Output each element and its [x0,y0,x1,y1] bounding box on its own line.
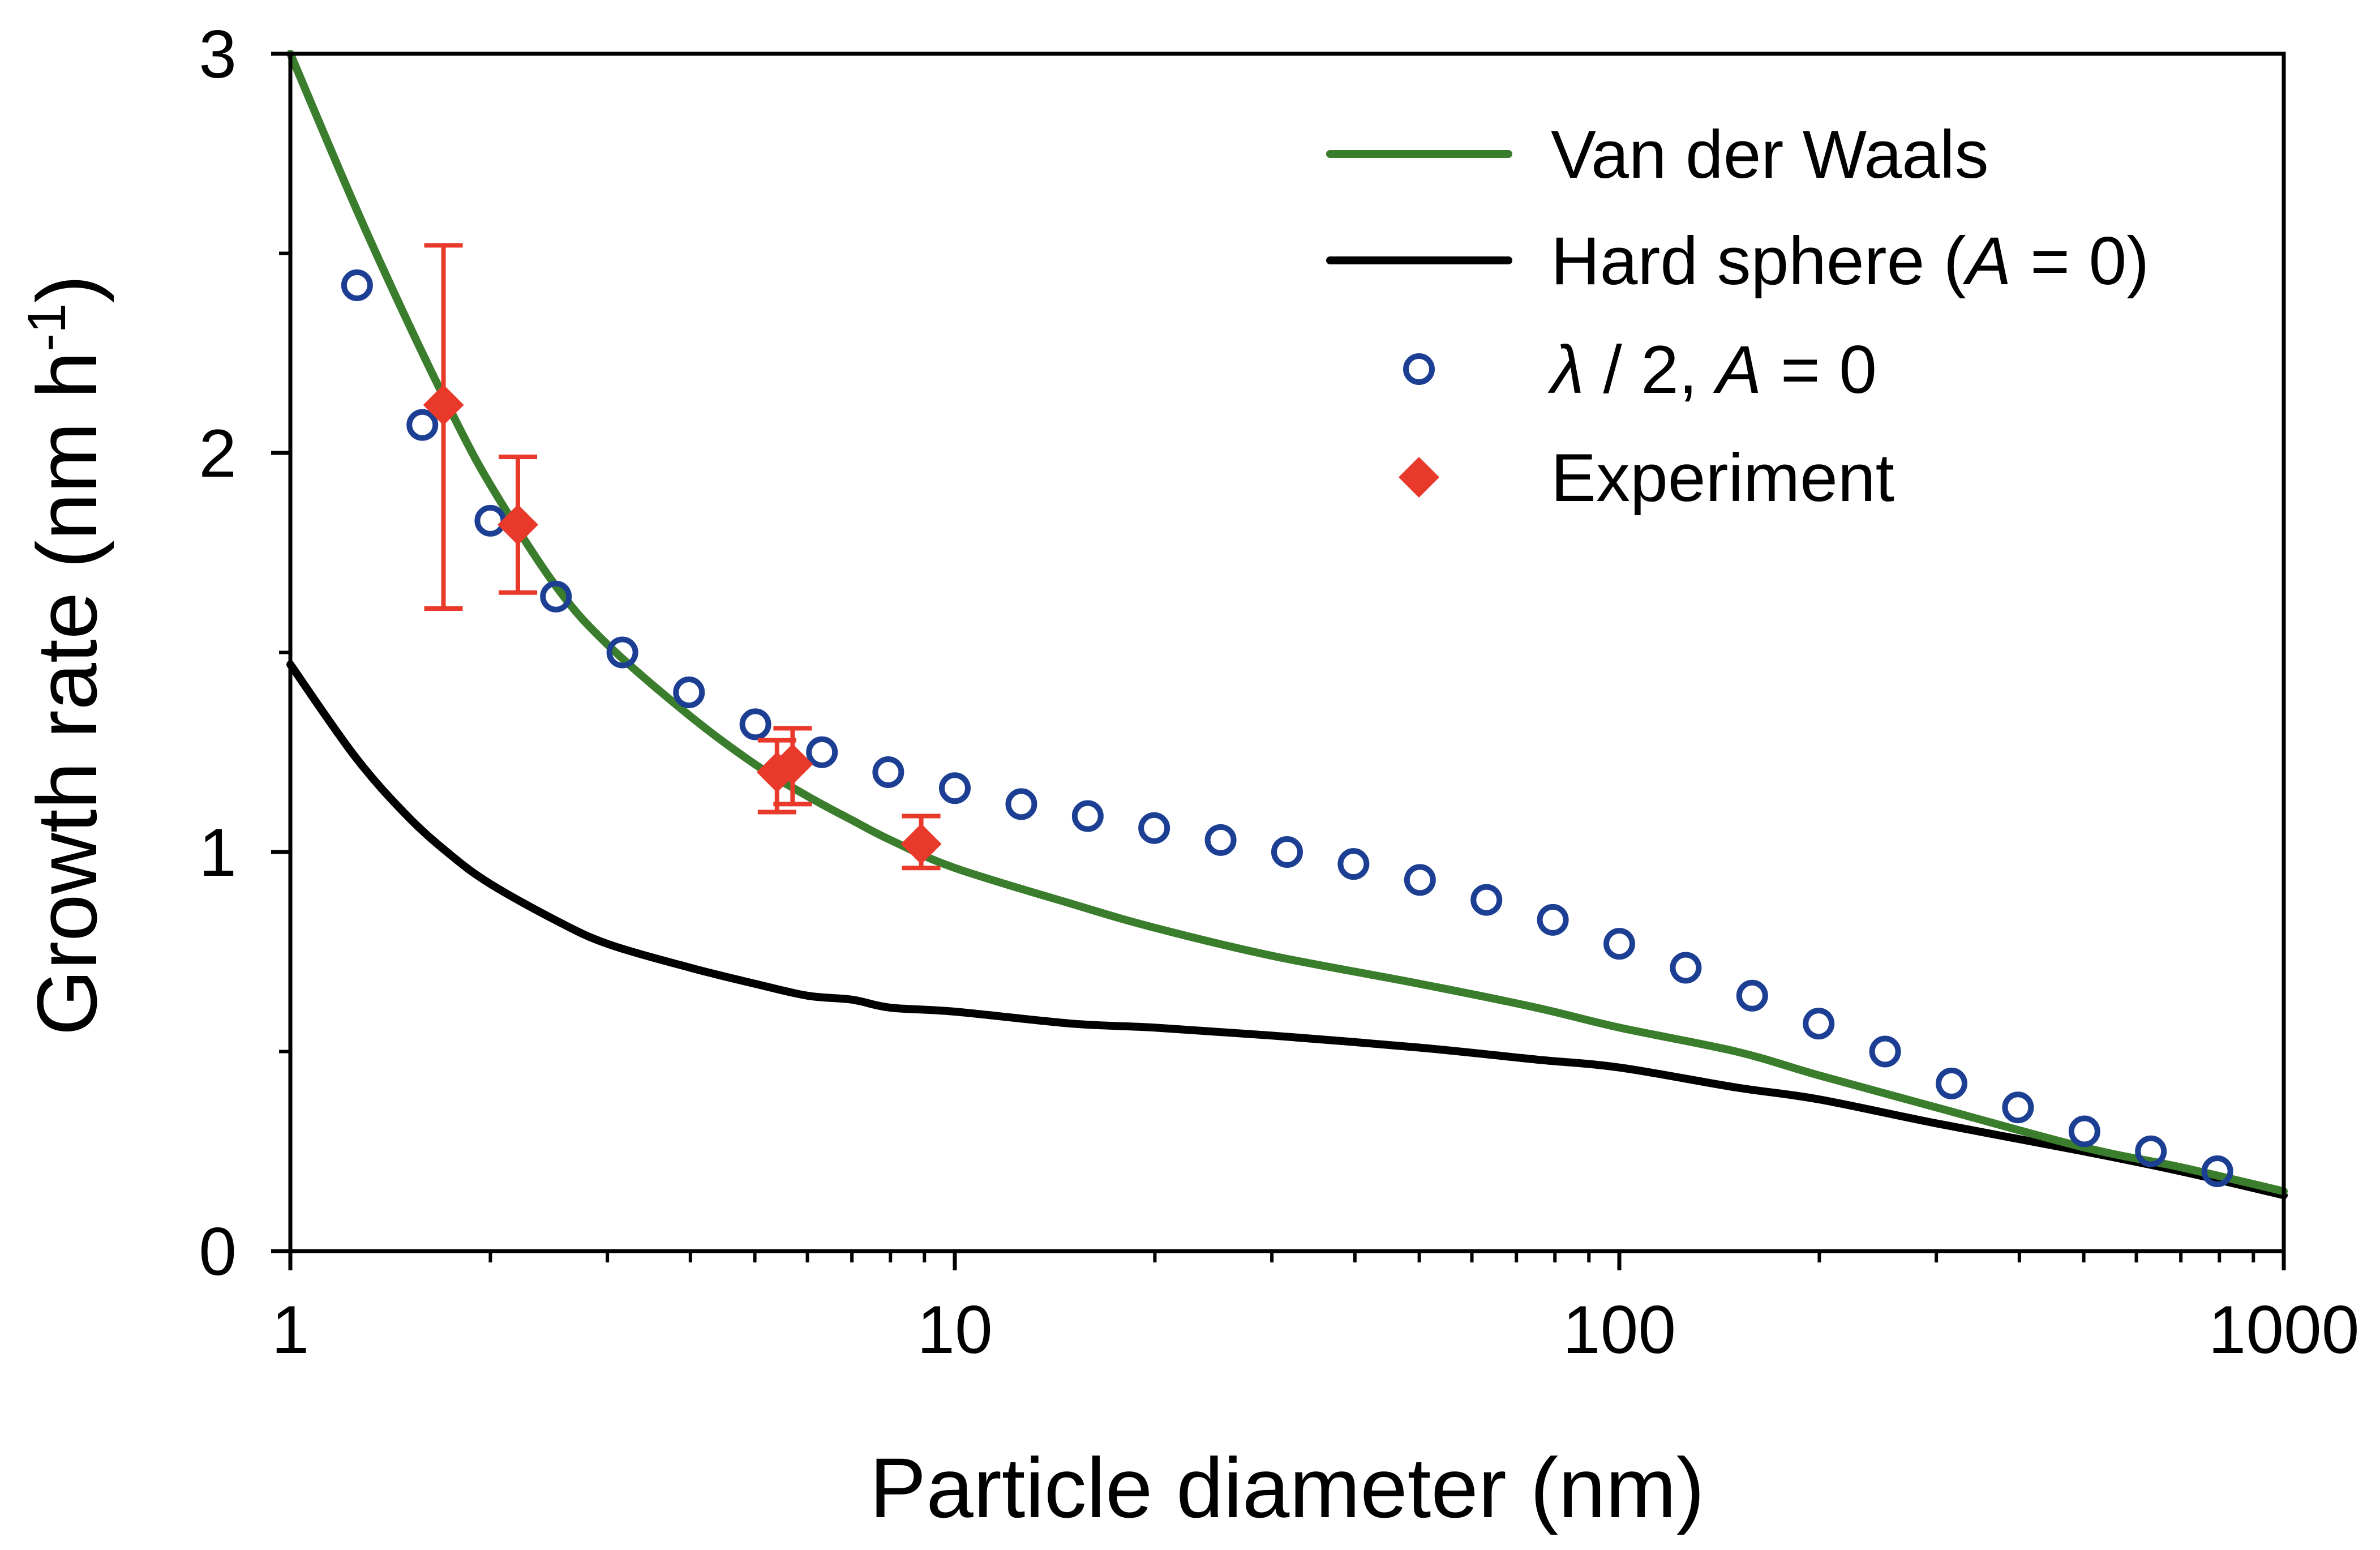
data-point-circle [540,580,572,613]
data-point-circle [1204,824,1237,856]
data-point-circle [341,269,373,301]
data-point-circle [939,772,971,804]
data-point-circle [1803,1008,1835,1040]
plot-area [286,50,2288,1200]
data-point-diamond [498,504,539,545]
legend-label-part: A [1963,223,2012,299]
data-point-circle [1869,1035,1901,1068]
data-point-circle [1603,928,1635,960]
data-point-circle [739,708,771,740]
data-point-circle [606,636,638,669]
data-point-circle [2068,1115,2100,1147]
data-point-circle [806,736,838,768]
data-point-circle [1936,1067,1968,1099]
data-point-diamond [772,743,813,785]
legend-label-hard-sphere-a-0: Hard sphere (A = 0) [1551,223,2149,299]
data-point-circle [1005,788,1037,820]
y-axis-title-main: Growth rate (nm h [19,352,114,1036]
data-point-circle [872,756,904,788]
data-point-circle [1670,952,1702,984]
data-point-circle [474,504,507,537]
data-point-circle [2002,1091,2034,1124]
data-point-circle [1470,884,1503,916]
x-axis-title: Particle diameter (nm) [869,1440,1704,1535]
legend-label-part: Van der Waals [1551,117,1989,192]
data-point-circle [2135,1135,2167,1167]
legend-label-part: / 2, [1584,332,1716,408]
data-point-circle [1404,864,1436,896]
x-tick-label: 10 [917,1292,992,1368]
y-tick-label: 0 [199,1214,237,1290]
data-point-circle [673,676,705,708]
legend-label-part: λ [1547,332,1584,408]
legend-label-2-a-0: λ / 2, A = 0 [1547,332,1877,408]
legend-label-experiment: Experiment [1551,440,1894,516]
x-tick-label: 1000 [2209,1292,2360,1368]
legend-label-part: = 0 [1762,332,1877,408]
x-tick-label: 100 [1563,1292,1676,1368]
data-point-circle [1337,848,1370,880]
legend-label-part: A [1713,332,1762,408]
data-point-circle [406,409,439,441]
data-point-diamond [423,384,464,426]
data-point-circle [1138,812,1170,844]
legend-label-part: Experiment [1551,440,1894,516]
legend-swatch-diamond [1399,457,1439,498]
data-point-circle [2201,1155,2233,1187]
series-line-hard-sphere-a-0 [286,660,2288,1200]
data-point-diamond [900,823,942,864]
x-tick-label: 1 [272,1292,310,1368]
y-tick-label: 1 [199,815,237,890]
data-point-circle [1271,836,1303,868]
legend-swatch-circle [1403,353,1435,385]
y-axis-title: Growth rate (nm h-1) [16,275,114,1035]
data-point-circle [1537,904,1569,936]
legend-label-part: = 0) [2012,223,2149,299]
y-axis-title-superscript: -1 [16,303,77,351]
data-point-circle [1071,800,1104,832]
data-point-circle [1736,979,1768,1012]
y-tick-label: 2 [199,416,237,491]
series-line-van-der-waals [286,50,2288,1196]
legend-label-van-der-waals: Van der Waals [1551,117,1989,192]
legend-label-part: Hard sphere ( [1551,223,1966,299]
y-axis-title-close: ) [19,275,114,303]
y-tick-label: 3 [199,16,237,92]
